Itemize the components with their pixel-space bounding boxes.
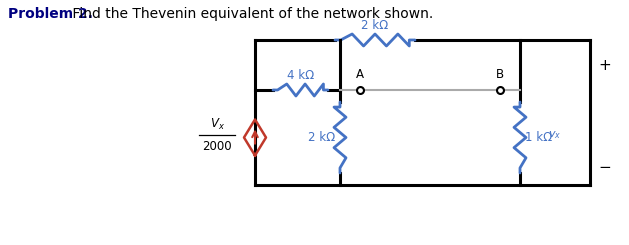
Text: $v_x$: $v_x$ [548, 130, 561, 141]
Text: $V_x$: $V_x$ [209, 117, 225, 133]
Text: Problem 2.: Problem 2. [8, 7, 93, 21]
Text: 4 kΩ: 4 kΩ [287, 69, 314, 82]
Text: 1 kΩ: 1 kΩ [525, 131, 552, 144]
Text: Find the Thevenin equivalent of the network shown.: Find the Thevenin equivalent of the netw… [68, 7, 433, 21]
Text: 2000: 2000 [202, 139, 232, 152]
Text: −: − [598, 159, 611, 174]
Text: 2 kΩ: 2 kΩ [362, 19, 389, 32]
Text: B: B [496, 68, 504, 81]
Text: +: + [598, 58, 611, 73]
Text: 2 kΩ: 2 kΩ [308, 131, 335, 144]
Text: A: A [356, 68, 364, 81]
